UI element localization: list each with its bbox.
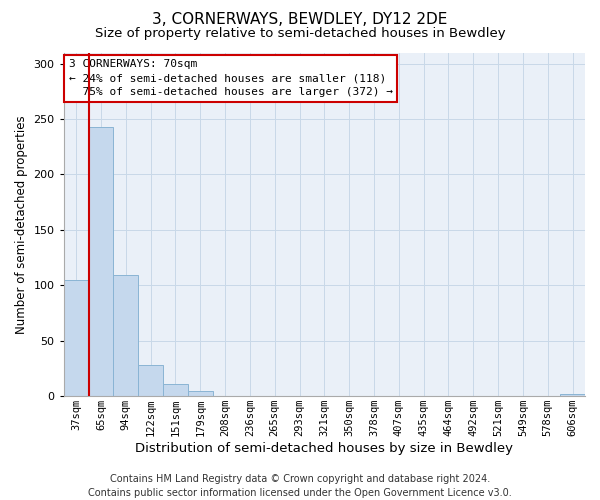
Bar xyxy=(163,384,188,396)
Text: 3, CORNERWAYS, BEWDLEY, DY12 2DE: 3, CORNERWAYS, BEWDLEY, DY12 2DE xyxy=(152,12,448,28)
X-axis label: Distribution of semi-detached houses by size in Bewdley: Distribution of semi-detached houses by … xyxy=(136,442,514,455)
Bar xyxy=(113,276,138,396)
Bar xyxy=(188,390,212,396)
Bar xyxy=(64,280,89,396)
Text: Contains HM Land Registry data © Crown copyright and database right 2024.
Contai: Contains HM Land Registry data © Crown c… xyxy=(88,474,512,498)
Bar xyxy=(560,394,585,396)
Bar xyxy=(138,365,163,396)
Bar xyxy=(89,127,113,396)
Text: 3 CORNERWAYS: 70sqm
← 24% of semi-detached houses are smaller (118)
  75% of sem: 3 CORNERWAYS: 70sqm ← 24% of semi-detach… xyxy=(69,60,393,98)
Text: Size of property relative to semi-detached houses in Bewdley: Size of property relative to semi-detach… xyxy=(95,28,505,40)
Y-axis label: Number of semi-detached properties: Number of semi-detached properties xyxy=(15,115,28,334)
